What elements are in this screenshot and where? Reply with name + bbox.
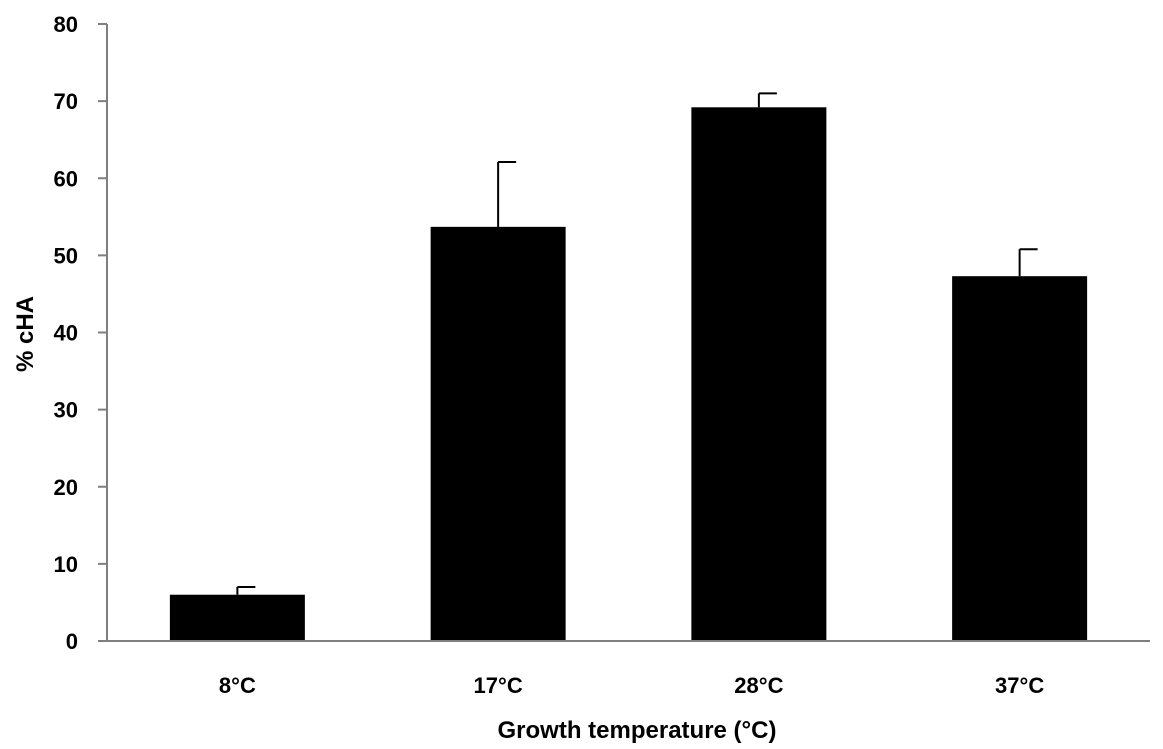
y-axis-title: % cHA bbox=[12, 296, 39, 372]
bar bbox=[952, 276, 1088, 641]
y-tick-label: 0 bbox=[66, 629, 78, 654]
y-tick-label: 70 bbox=[54, 89, 78, 114]
x-tick-label: 17°C bbox=[474, 673, 523, 698]
bar bbox=[691, 107, 827, 642]
y-axis-ticks: 0 10 20 30 40 50 60 70 80 bbox=[54, 12, 107, 654]
bar bbox=[430, 226, 566, 641]
y-tick-label: 40 bbox=[54, 321, 78, 346]
y-tick-label: 80 bbox=[54, 12, 78, 37]
y-tick-label: 20 bbox=[54, 475, 78, 500]
y-tick-label: 30 bbox=[54, 398, 78, 423]
bars bbox=[169, 107, 1088, 642]
x-tick-label: 37°C bbox=[995, 673, 1044, 698]
x-axis-title: Growth temperature (°C) bbox=[498, 717, 777, 744]
x-tick-label: 28°C bbox=[734, 673, 783, 698]
y-tick-label: 50 bbox=[54, 243, 78, 268]
y-tick-label: 10 bbox=[54, 552, 78, 577]
y-tick-label: 60 bbox=[54, 166, 78, 191]
error-bars bbox=[236, 92, 1038, 595]
x-axis-ticks: 8°C 17°C 28°C 37°C bbox=[219, 673, 1044, 698]
x-tick-label: 8°C bbox=[219, 673, 256, 698]
bar bbox=[169, 594, 305, 641]
